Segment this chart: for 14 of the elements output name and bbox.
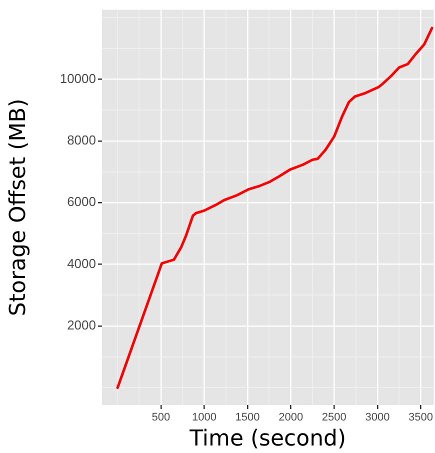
y-tick-label: 8000: [67, 132, 96, 148]
y-tick-label: 10000: [60, 70, 96, 86]
x-axis-title: Time (second): [188, 426, 346, 452]
x-tick-label: 2000: [278, 412, 304, 424]
x-tick-label: 1000: [192, 412, 216, 424]
x-tick-label: 3500: [408, 412, 434, 424]
y-tick-label: 4000: [67, 256, 96, 271]
y-tick-label: 2000: [67, 318, 96, 333]
x-tick-label: 3000: [365, 412, 390, 424]
x-tick-label: 500: [152, 412, 170, 424]
x-tick-label: 2500: [322, 412, 346, 424]
x-tick-label: 1500: [235, 412, 260, 424]
y-axis-title: Storage Offset (MB): [6, 98, 31, 316]
y-tick-label: 6000: [67, 194, 96, 210]
